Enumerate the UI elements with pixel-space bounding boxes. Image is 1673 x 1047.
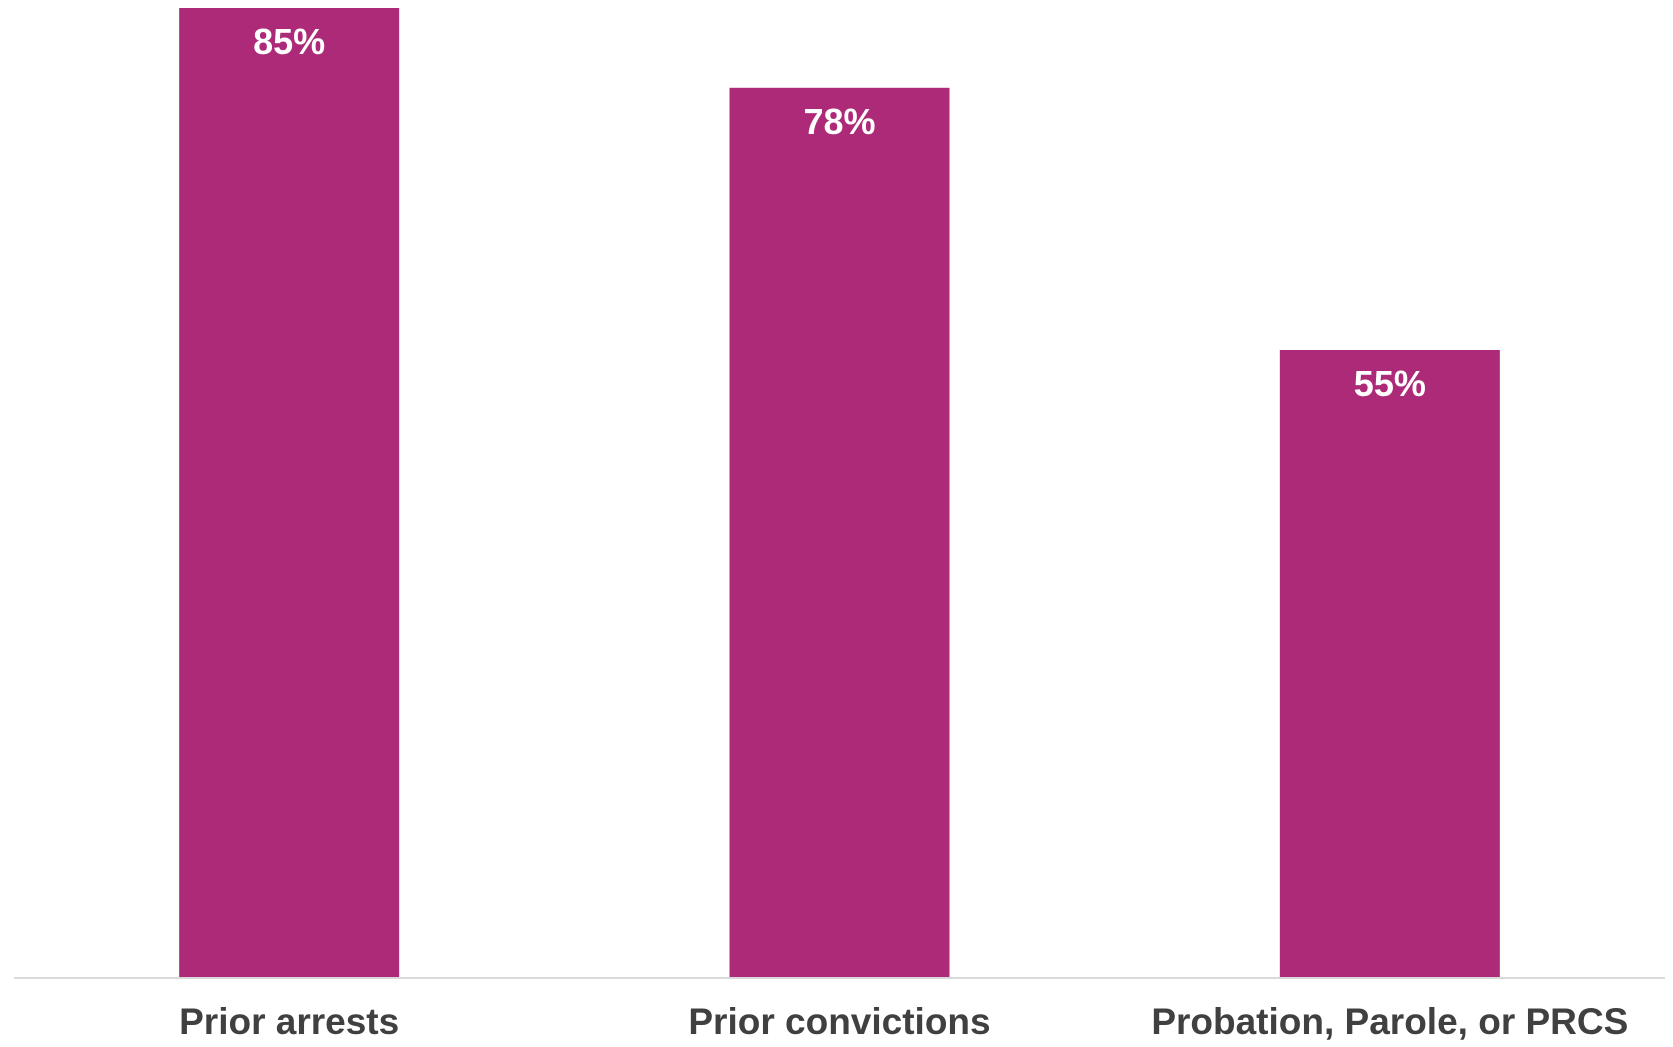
bar-2	[1279, 350, 1500, 977]
category-label-1: Prior convictions	[688, 1001, 990, 1042]
category-labels-group: Prior arrests Prior convictions Probation,…	[179, 1001, 1628, 1042]
category-label-2: Probation, Parole, or PRCS	[1151, 1001, 1628, 1042]
data-label-0: 85%	[253, 21, 325, 62]
bars-group	[179, 8, 1500, 978]
data-label-2: 55%	[1354, 363, 1426, 404]
data-labels-group: 85% 78% 55%	[253, 21, 1426, 404]
category-label-0: Prior arrests	[179, 1001, 399, 1042]
bar-1	[729, 87, 950, 978]
data-label-1: 78%	[803, 101, 875, 142]
bar-0	[179, 8, 400, 977]
